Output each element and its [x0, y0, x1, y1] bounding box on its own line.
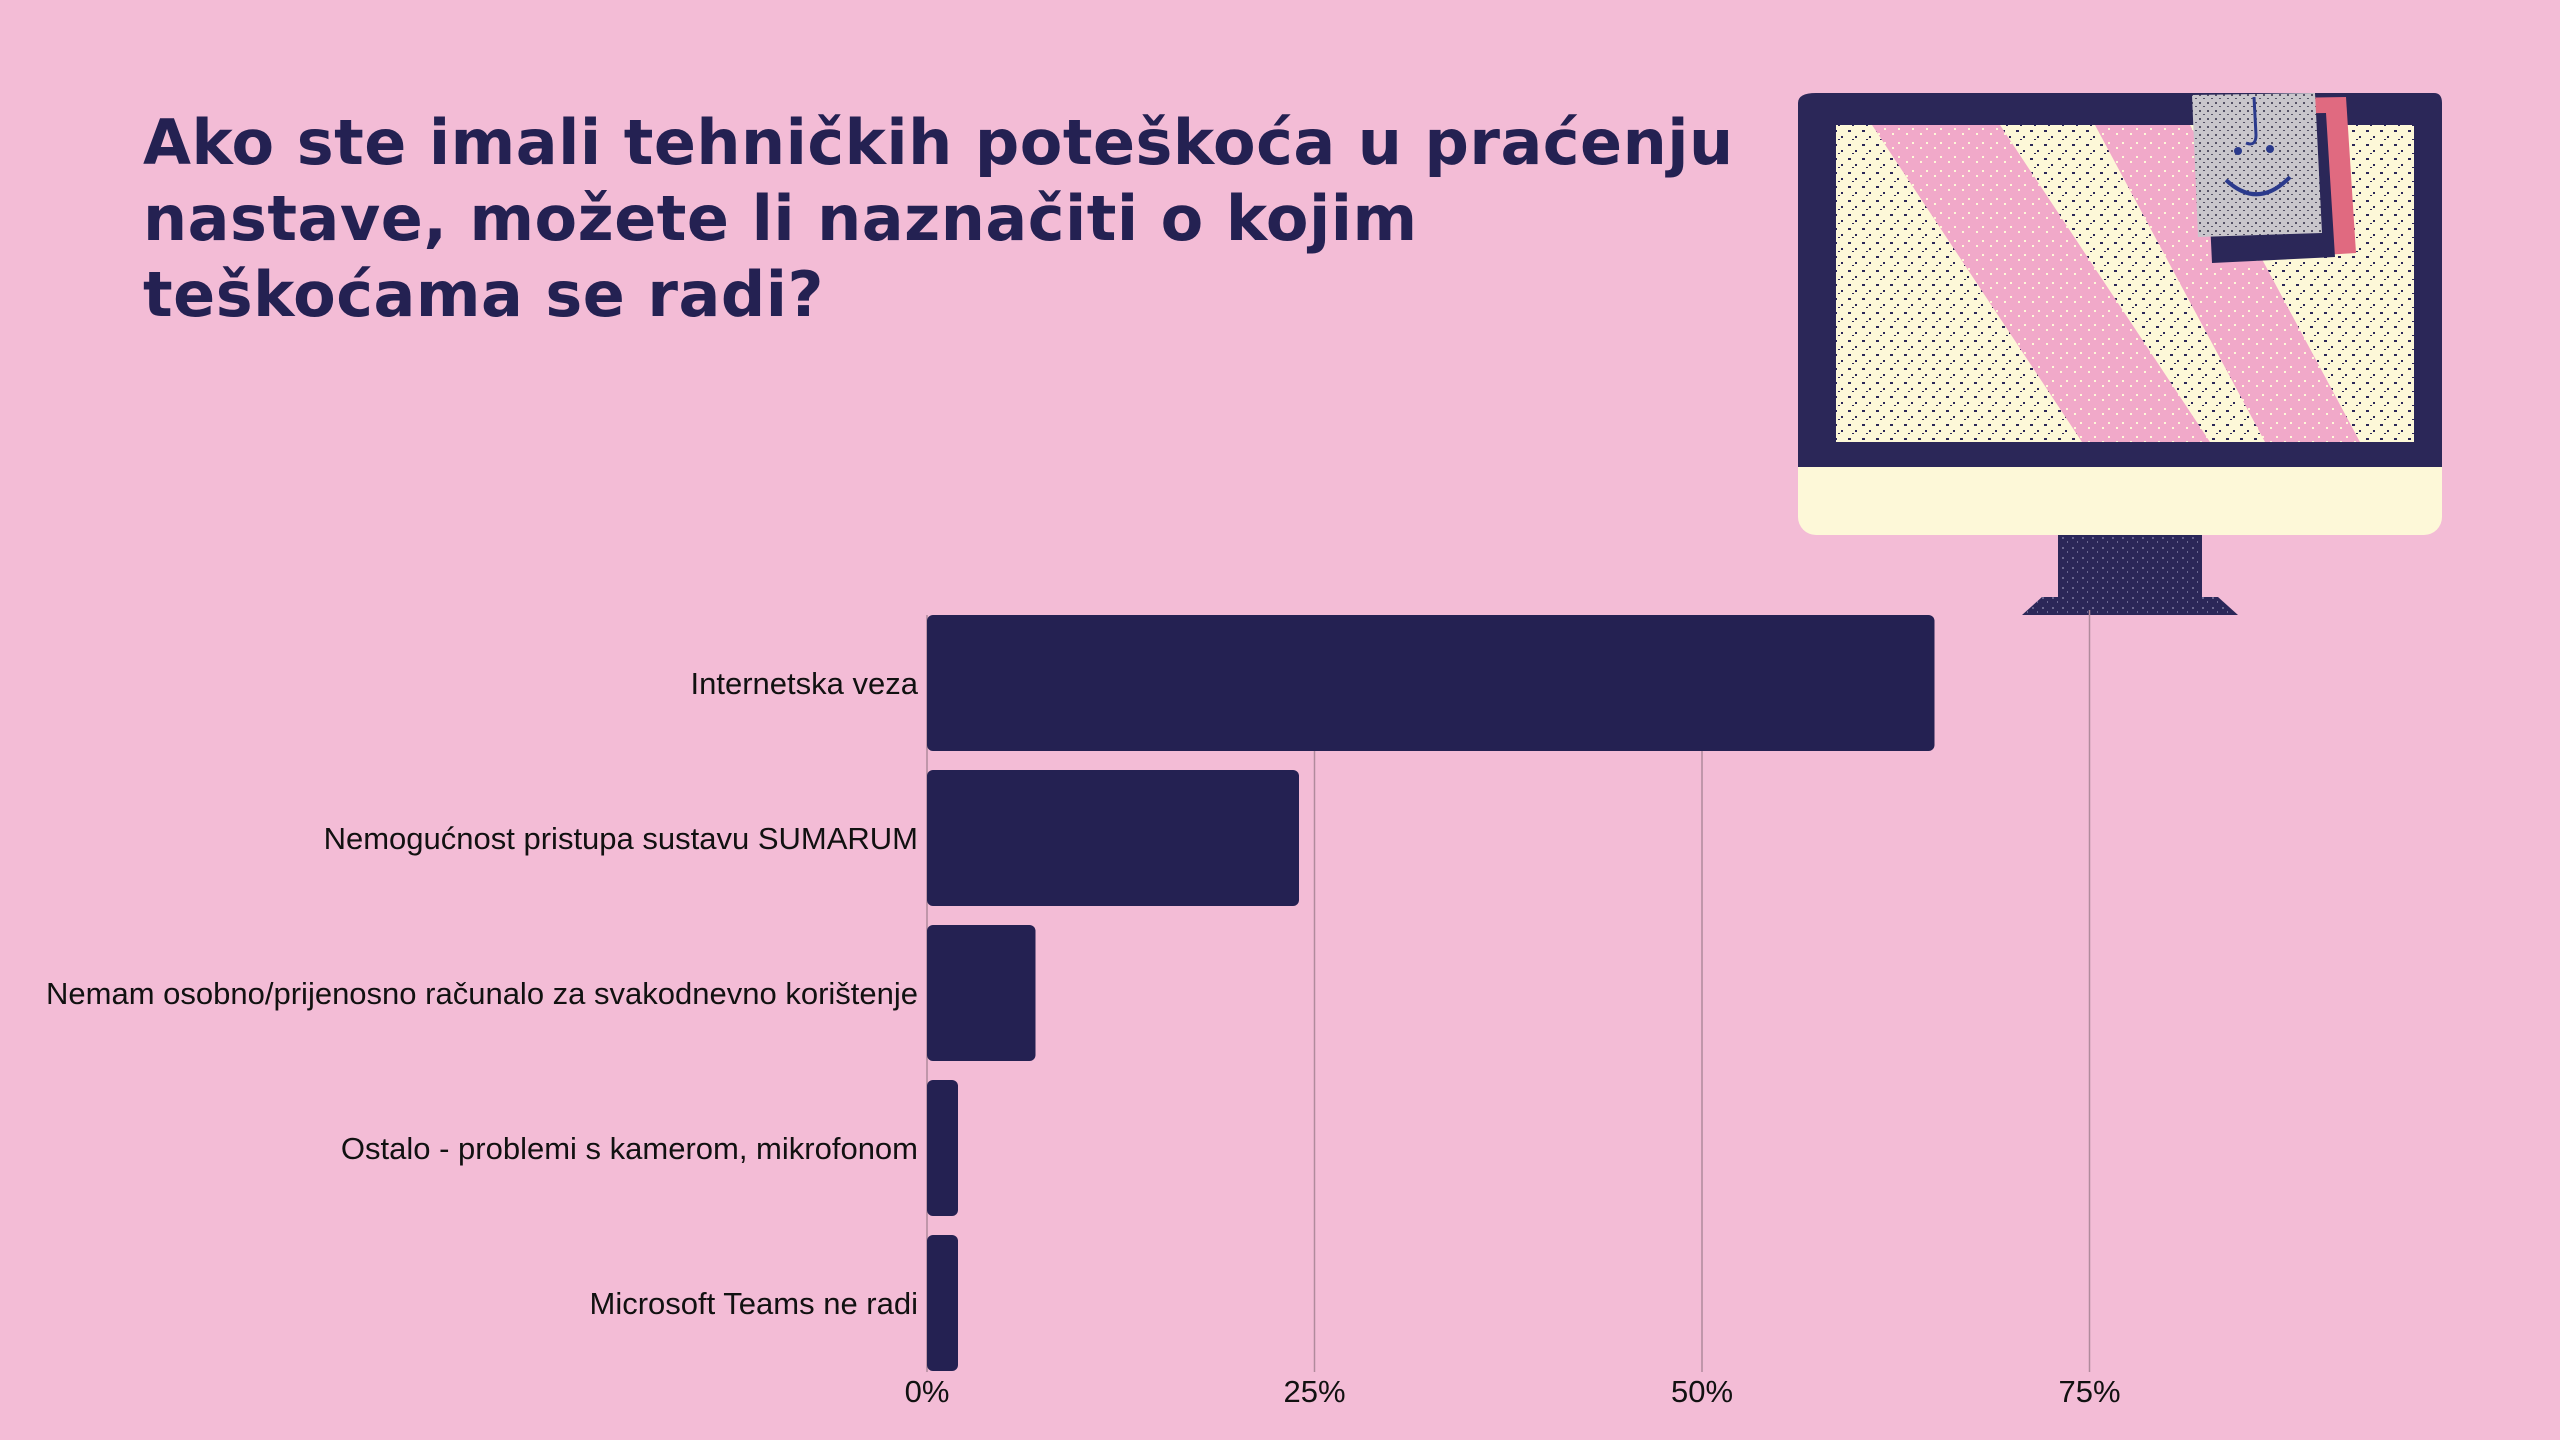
- category-label-2: Nemam osobno/prijenosno računalo za svak…: [46, 976, 918, 1011]
- category-label-3: Ostalo - problemi s kamerom, mikrofonom: [341, 1131, 918, 1166]
- computer-monitor-with-smiley-sticky-note-icon: [1798, 93, 2442, 615]
- x-tick-label-75: 75%: [2058, 1374, 2120, 1409]
- bar-2: [927, 925, 1036, 1061]
- x-tick-label-0: 0%: [905, 1374, 950, 1409]
- bar-0: [927, 615, 1935, 751]
- chart-title: Ako ste imali tehničkih poteškoća u prać…: [143, 106, 1734, 331]
- bar-1: [927, 770, 1299, 906]
- bar-4: [927, 1235, 958, 1371]
- bars: [927, 615, 1935, 1371]
- category-labels: Internetska veza Nemogućnost pristupa sus…: [46, 666, 919, 1321]
- x-tick-label-25: 25%: [1283, 1374, 1345, 1409]
- x-tick-label-50: 50%: [1671, 1374, 1733, 1409]
- category-label-0: Internetska veza: [691, 666, 919, 701]
- category-label-4: Microsoft Teams ne radi: [590, 1286, 919, 1321]
- category-label-1: Nemogućnost pristupa sustavu SUMARUM: [324, 821, 918, 856]
- bar-3: [927, 1080, 958, 1216]
- x-axis-tick-labels: 0% 25% 50% 75%: [905, 1374, 2121, 1409]
